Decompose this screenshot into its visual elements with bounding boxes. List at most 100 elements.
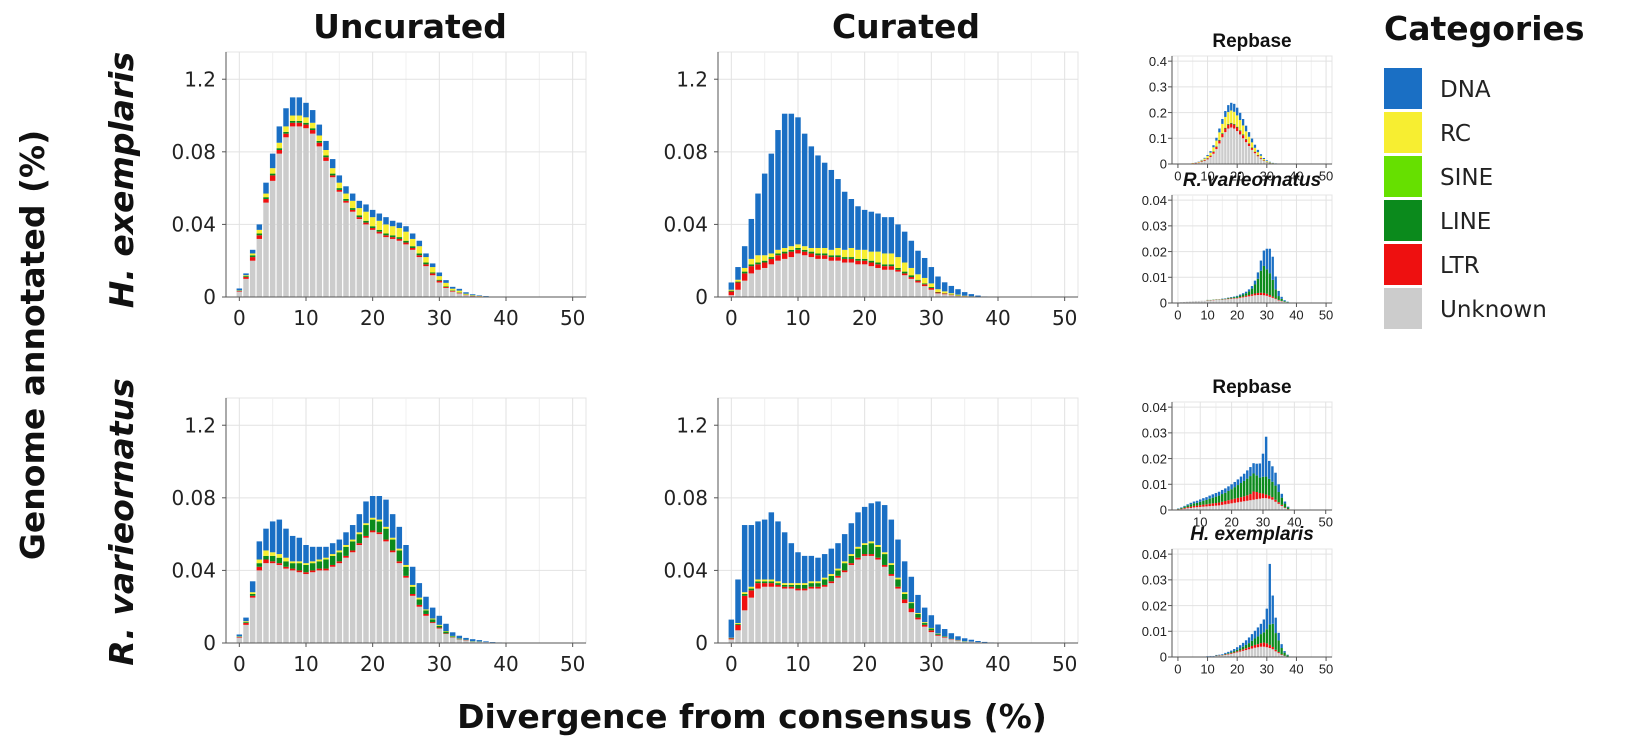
legend-label-ltr: LTR [1440, 253, 1480, 279]
bar-segment [901, 262, 908, 272]
bar-segment [1256, 149, 1260, 153]
y-tick-label: 0.01 [1142, 270, 1167, 285]
bar-segment [935, 291, 941, 293]
bar-segment [1199, 506, 1202, 510]
bar-segment [801, 584, 808, 589]
bar-segment [1192, 503, 1196, 506]
bar-segment [901, 603, 908, 643]
bar-segment [1220, 501, 1224, 505]
bar-segment [1221, 654, 1224, 655]
y-tick-label: 0 [1160, 503, 1167, 518]
bar-segment [1212, 151, 1215, 154]
bar-segment [1268, 495, 1271, 499]
bar-segment [1247, 132, 1251, 137]
bar-segment [376, 233, 383, 297]
bar-segment [928, 627, 935, 629]
bar-segment [1230, 650, 1233, 653]
bar-segment [1224, 653, 1227, 655]
bar-segment [1218, 143, 1221, 164]
bar-segment [768, 257, 775, 259]
bar-segment [1238, 648, 1242, 651]
bar-segment [1268, 273, 1271, 296]
bar-segment [1239, 476, 1243, 483]
bar-segment [1259, 158, 1263, 159]
bar-segment [389, 226, 396, 236]
bar-segment [1253, 153, 1257, 164]
bar-segment [808, 581, 815, 584]
bar-segment [1258, 493, 1262, 499]
bar-segment [316, 559, 323, 562]
bar-segment [1233, 653, 1236, 657]
bar-segment [1208, 506, 1211, 510]
bar-segment [256, 570, 263, 643]
bar-segment [263, 555, 269, 560]
bar-segment [1244, 650, 1248, 657]
bar-segment [276, 150, 283, 154]
bar-segment [469, 639, 476, 642]
bar-segment [376, 231, 383, 234]
bar-segment [1241, 138, 1245, 164]
bar-segment [276, 557, 283, 564]
y-tick-label: 0.02 [1142, 598, 1167, 613]
bar-segment [821, 258, 828, 297]
bar-segment [449, 632, 456, 636]
bar-segment [815, 581, 821, 584]
bar-segment [1212, 147, 1215, 152]
bar-segment [1246, 495, 1249, 501]
bar-segment [855, 264, 861, 297]
bar-segment [1230, 110, 1233, 123]
bar-segment [376, 213, 383, 221]
bar-segment [741, 592, 748, 594]
bar-segment [768, 258, 775, 265]
bar-segment [1224, 492, 1227, 501]
bar-segment [1212, 151, 1215, 152]
bar-segment [376, 496, 383, 520]
bar-segment [1199, 505, 1202, 507]
bar-segment [755, 588, 761, 643]
bar-segment [861, 260, 868, 265]
bar-segment [1233, 481, 1236, 488]
bar-segment [356, 217, 363, 219]
bar-segment [256, 541, 263, 560]
bar-segment [1246, 470, 1249, 479]
bar-segment [748, 266, 755, 274]
bar-segment [1250, 147, 1254, 149]
bar-segment [748, 258, 755, 265]
bar-segment [841, 249, 848, 258]
bar-segment [901, 231, 908, 263]
bar-segment [728, 639, 735, 643]
bar-segment [463, 292, 469, 294]
bar-segment [728, 295, 735, 297]
bar-segment [369, 532, 376, 643]
bar-segment [868, 503, 875, 542]
bar-segment [343, 555, 349, 558]
bar-segment [1230, 652, 1233, 654]
bar-segment [256, 238, 263, 297]
bar-segment [1206, 159, 1209, 164]
y-tick-label: 0.04 [1142, 400, 1167, 415]
bar-segment [1236, 647, 1239, 650]
bar-segment [1227, 490, 1230, 501]
x-tick-label: 50 [1319, 169, 1333, 184]
bar-segment [935, 634, 941, 636]
bar-segment [928, 287, 935, 290]
legend-title: Categories [1384, 9, 1585, 48]
x-tick-label: 10 [785, 652, 810, 676]
bar-segment [881, 505, 888, 553]
bar-segment [429, 263, 436, 268]
bar-segment [1200, 160, 1203, 162]
bar-segment [828, 260, 835, 297]
bar-segment [855, 557, 861, 560]
bar-segment [741, 267, 748, 272]
bar-segment [436, 272, 443, 277]
bar-segment [948, 285, 955, 294]
bar-segment [855, 260, 861, 265]
bar-segment [256, 224, 263, 230]
bar-segment [1180, 507, 1183, 509]
bar-segment [296, 537, 303, 562]
bar-segment [1233, 298, 1236, 303]
bar-segment [1265, 162, 1268, 164]
bar-segment [735, 282, 741, 290]
bar-segment [449, 636, 456, 638]
bar-segment [296, 561, 303, 564]
